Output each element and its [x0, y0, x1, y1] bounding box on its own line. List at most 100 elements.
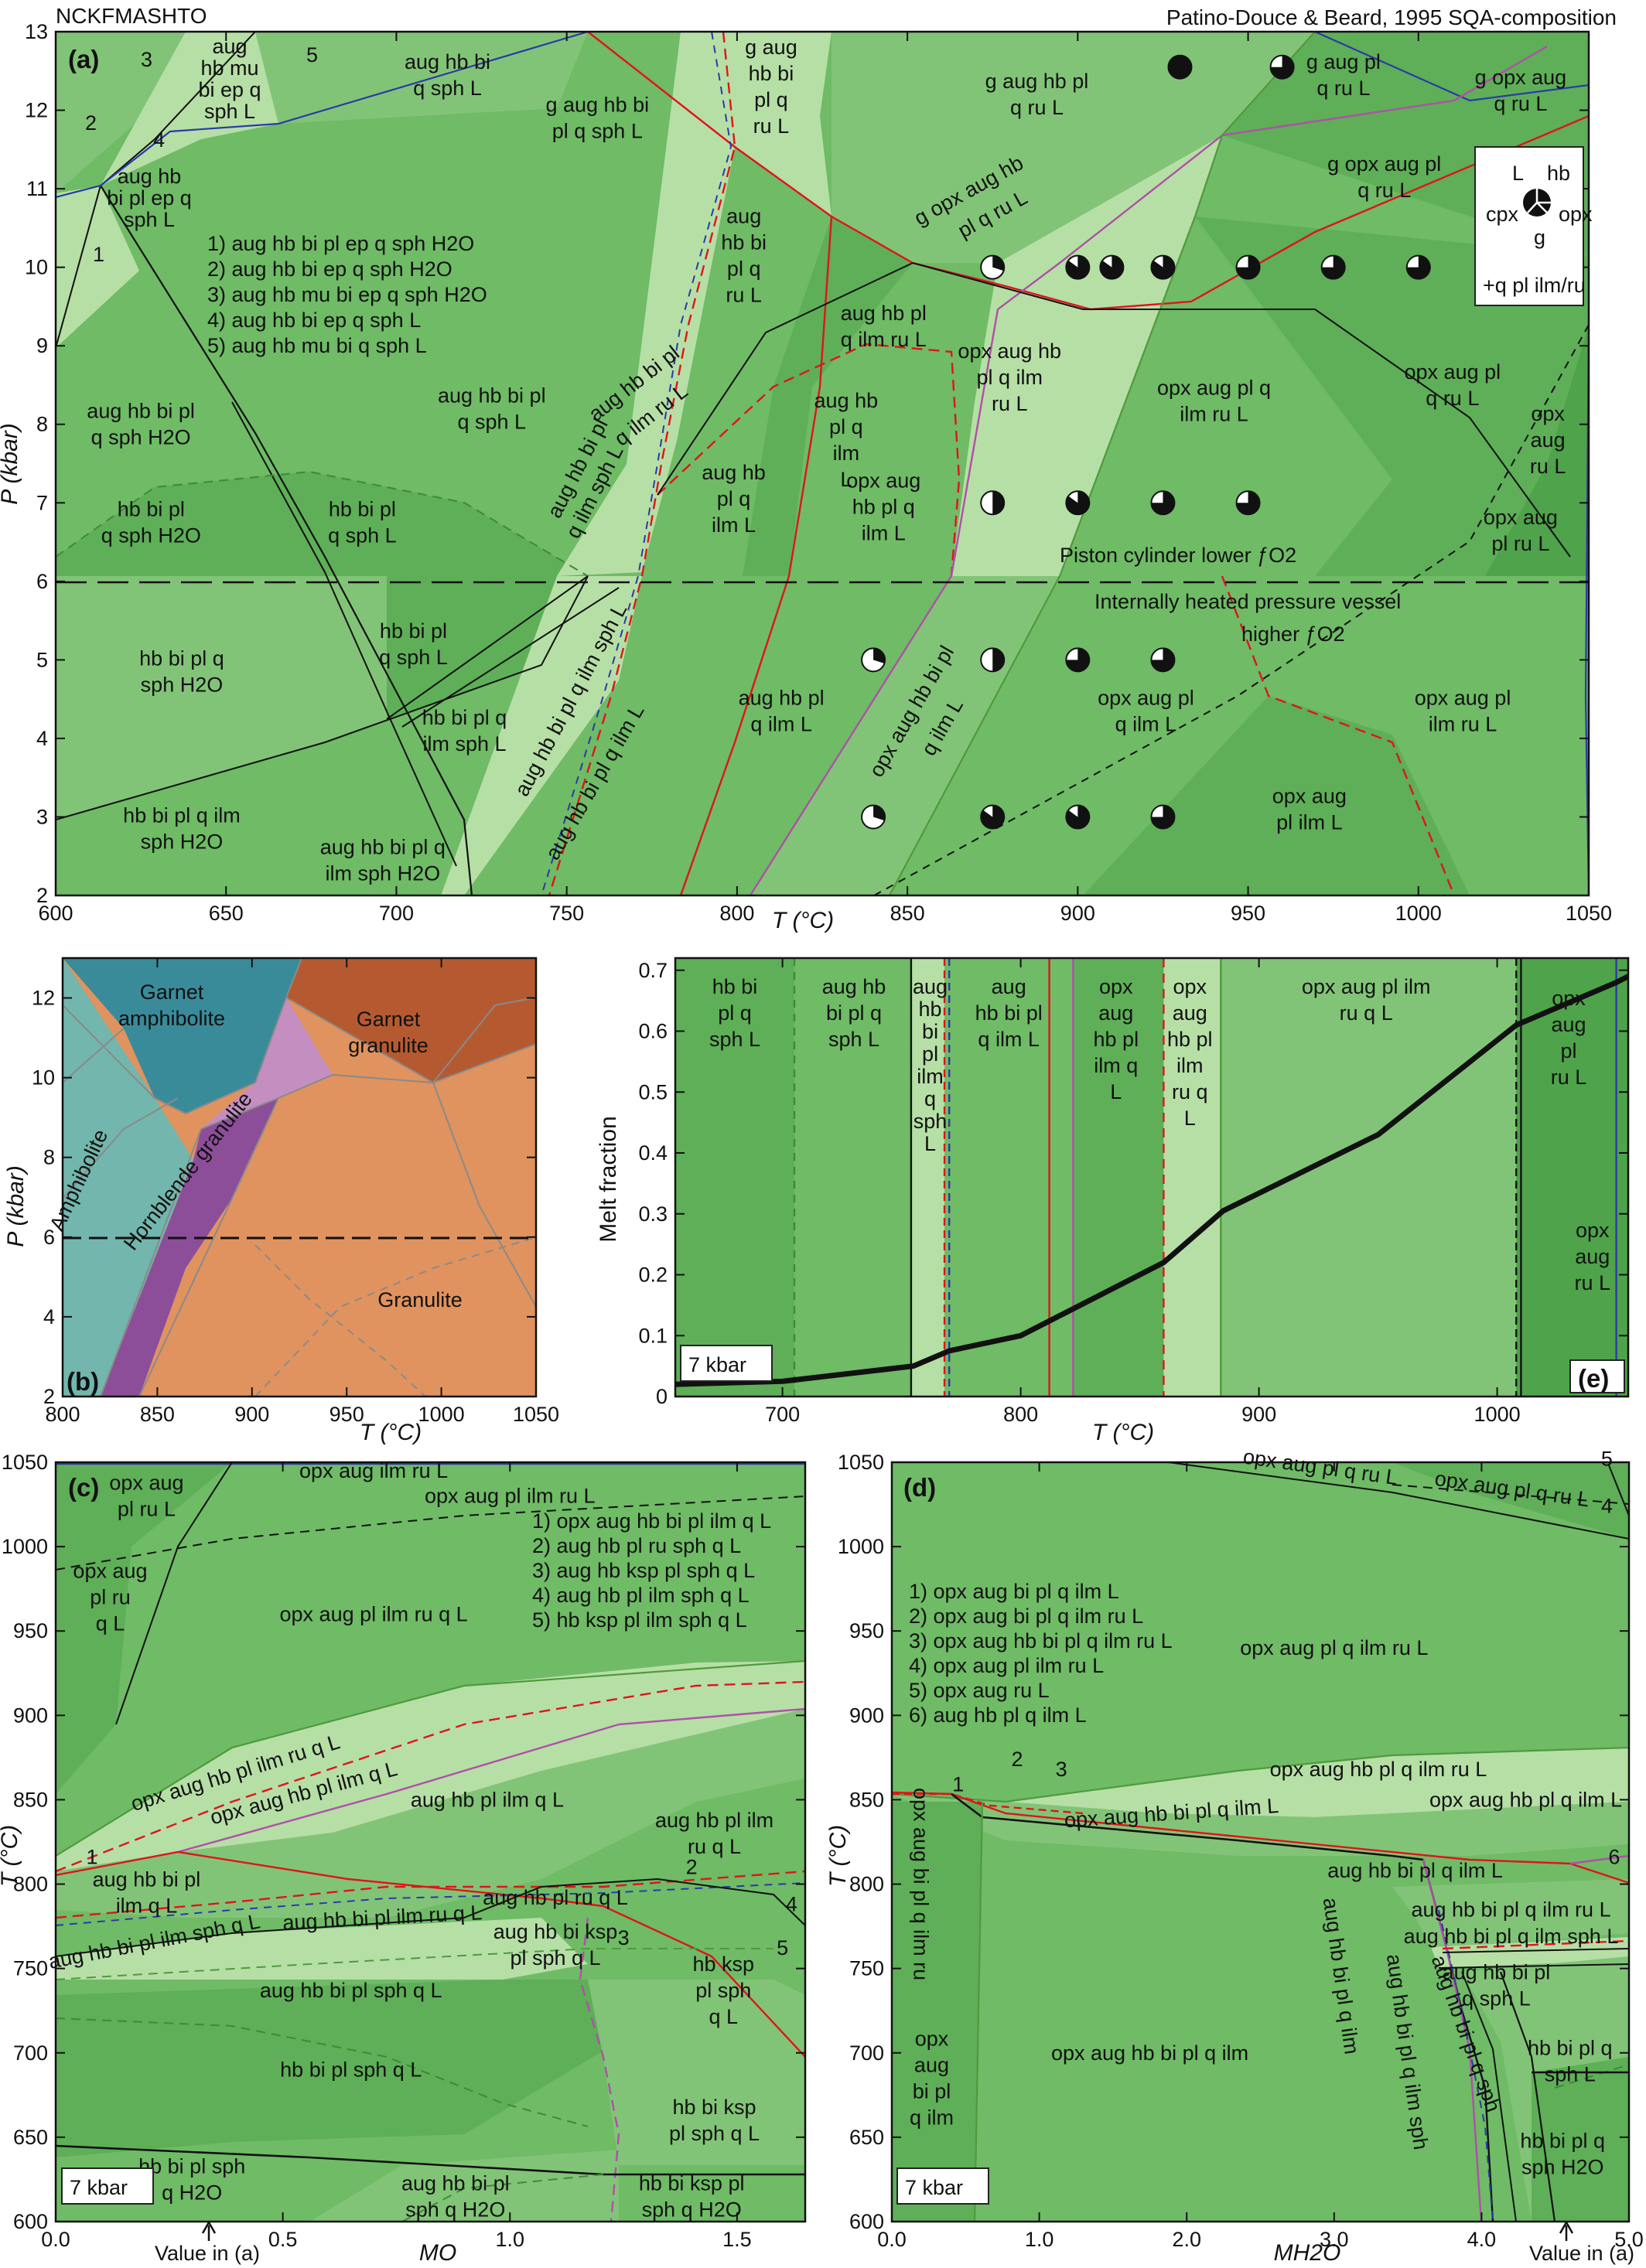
experiment-fill: [992, 491, 1005, 515]
panel-a-ytick-label: 12: [25, 99, 48, 122]
field-label: sph H2O: [141, 674, 224, 697]
panel-a-xtick-label: 800: [719, 902, 754, 925]
numbered-note: 1) opx aug hb bi pl ilm q L: [532, 1509, 771, 1533]
field-label: bi ep q: [198, 78, 261, 101]
field-label: aug hb pl ru q L: [483, 1886, 628, 1909]
field-label: q ru L: [1010, 96, 1064, 119]
field-label: opx aug pl: [1098, 686, 1194, 709]
legend-hb: hb: [1547, 162, 1570, 185]
panel-e-ytick-label: 0.4: [638, 1141, 668, 1165]
panel-c-ytick-label: 950: [13, 1619, 48, 1642]
field-label: q ilm: [910, 2106, 954, 2130]
field-label: hb bi pl: [118, 498, 185, 521]
field-label: q sph L: [457, 410, 526, 433]
panel-c-ytick-label: 600: [13, 2210, 48, 2233]
field-label: g aug hb bi: [545, 94, 649, 117]
panel-d-ytick-label: 950: [849, 1619, 884, 1642]
panel-b-xtick-label: 900: [234, 1403, 269, 1426]
field-label: q sph L: [379, 646, 448, 669]
point-label: 4: [786, 1892, 797, 1915]
point-label: 4: [1601, 1494, 1613, 1517]
field-label: pl: [1560, 1039, 1576, 1062]
field-label: hb bi pl: [329, 498, 396, 521]
panel-e-ytick-label: 0.1: [638, 1324, 668, 1347]
experiment-fill: [1321, 255, 1345, 279]
field-label: opx aug: [109, 1472, 183, 1495]
field-label: hb mu: [200, 56, 258, 80]
region-number: 2: [85, 111, 97, 135]
field-label: hb bi ksp: [673, 2096, 756, 2119]
field-label: aug hb bi ksp: [493, 1920, 618, 1943]
legend-g: g: [1534, 226, 1545, 249]
field-label: opx aug pl ilm: [1302, 975, 1431, 998]
region-number: 3: [141, 48, 152, 71]
field-label: aug: [914, 2054, 949, 2077]
field-label: pl ru L: [118, 1498, 176, 1521]
field-label: q sph L: [413, 77, 482, 100]
numbered-note: 3) opx aug hb bi pl q ilm ru L: [909, 1629, 1173, 1652]
boundary-blue-upper: [56, 32, 589, 199]
field-label: pl q ilm: [976, 366, 1043, 389]
panel-c-xtick-label: 1.0: [495, 2228, 524, 2251]
point-label: 1: [86, 1845, 97, 1868]
facies-label-granulite: Granulite: [377, 1288, 463, 1311]
field-label: aug: [1575, 1245, 1610, 1268]
field-label: aug: [913, 975, 948, 998]
panel-e-ytick-label: 0.2: [638, 1264, 668, 1287]
panel-e-xlabel: T (°C): [1092, 1420, 1154, 1445]
panel-b-xlabel: T (°C): [360, 1420, 422, 1445]
point-label: 2: [686, 1855, 698, 1878]
panel-c-ytick-label: 650: [13, 2126, 48, 2149]
field-label: aug: [992, 975, 1026, 998]
field-label: sph q H2O: [405, 2198, 505, 2221]
panel-c-value-arrow: [201, 2220, 217, 2241]
field-label: pl q: [829, 415, 863, 438]
field-label: sph L: [124, 208, 175, 231]
boundary-black-diagonal-2: [231, 401, 457, 867]
phase-band: [910, 958, 945, 1397]
panel-c-ytick-label: 750: [13, 1957, 48, 1980]
experiment-fill: [1066, 648, 1090, 672]
field-left-pale: [56, 186, 139, 348]
numbered-note: 4) opx aug pl ilm ru L: [909, 1654, 1104, 1677]
facies-label-garnet-amphibolite-1: Garnet: [140, 981, 204, 1004]
field-label: ru L: [753, 114, 790, 138]
field-label: ilm sph L: [423, 732, 507, 755]
panel-e-ytick-label: 0.3: [638, 1202, 668, 1226]
field-label: pl ilm L: [1276, 810, 1343, 834]
experiment-fill: [1066, 255, 1090, 279]
panel-a-legend-box: L hb cpx opx g +q pl ilm/ru: [1474, 146, 1593, 306]
melt-fraction-curve: [675, 974, 1628, 1387]
field-label: q sph H2O: [101, 524, 201, 547]
field-pale-strip-bottom: [441, 576, 642, 895]
field-label: pl sph q L: [669, 2122, 760, 2145]
field-label: hb pl: [1094, 1028, 1139, 1051]
panel-e-ytick-label: 0.7: [638, 959, 668, 982]
field-label: hb pl q: [852, 495, 915, 518]
field-low-left-dome: [56, 472, 588, 576]
boundary-black-diagonal: [100, 185, 473, 895]
field-label: hb bi pl sph: [138, 2154, 245, 2178]
panel-c-ytick-label: 850: [13, 1788, 48, 1811]
field-label: bi pl q: [826, 1001, 882, 1025]
field-label: q sph L: [1462, 1987, 1531, 2010]
experiment-fill: [873, 805, 886, 821]
numbered-note: 3) aug hb mu bi ep q sph H2O: [207, 283, 487, 306]
panel-d-letter: (d): [903, 1473, 936, 1502]
field-label: sph L: [709, 1028, 760, 1051]
field-label: aug: [212, 35, 247, 58]
field-label: pl q sph L: [552, 120, 643, 143]
panel-a-phase-diagram: (a) aug hb bi pl q sph H2O aug hb bi pl q s…: [0, 20, 1612, 933]
panel-a-xtick-label: 750: [549, 902, 584, 925]
field-label: hb pl: [1167, 1028, 1213, 1051]
field-label: ilm L: [712, 513, 756, 537]
field-label: bi: [922, 1020, 938, 1043]
panel-a-xtick-label: 700: [379, 902, 414, 925]
field-label: sph: [913, 1110, 948, 1133]
boundary-red-vertical: [679, 216, 833, 895]
phase-band: [1073, 958, 1164, 1397]
field-label: aug hb bi pl q ilm sph L: [1404, 1925, 1619, 1948]
field-label: aug hb pl: [739, 686, 825, 709]
field-label: ru L: [726, 283, 762, 306]
panel-b-ytick-label: 12: [32, 987, 55, 1010]
